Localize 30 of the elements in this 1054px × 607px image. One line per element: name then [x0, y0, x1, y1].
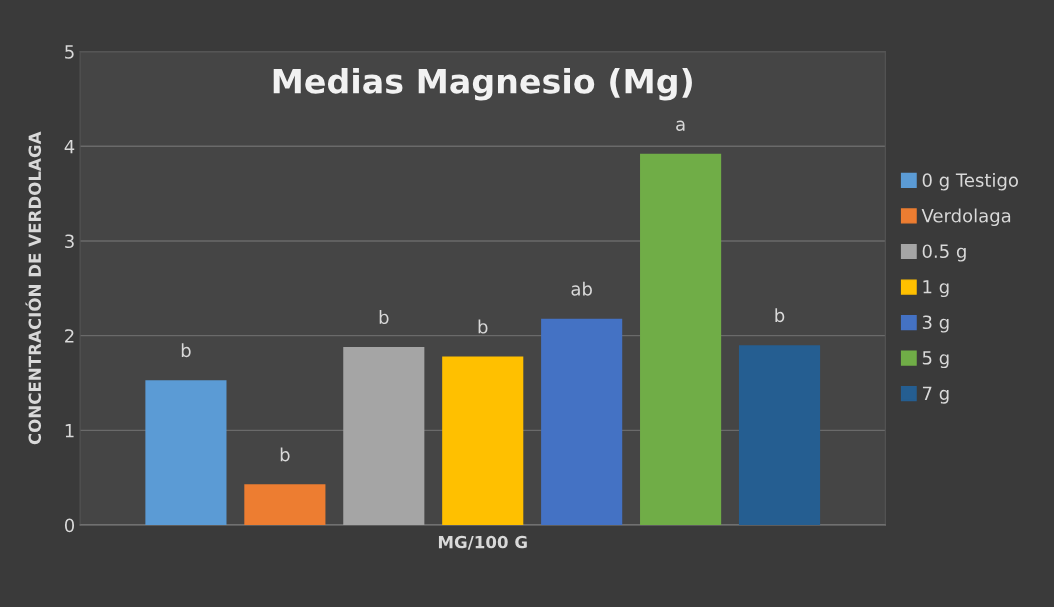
bar	[541, 318, 623, 526]
legend-label: 5 g	[922, 351, 949, 369]
data-label: ab	[571, 281, 592, 296]
y-tick-label: 1	[65, 424, 74, 438]
y-tick-label: 2	[65, 329, 74, 343]
x-axis-title: MG/100 G	[438, 535, 527, 550]
data-label: b	[379, 310, 389, 325]
bar	[442, 356, 524, 526]
data-label: b	[775, 308, 785, 323]
legend-label: 1 g	[923, 280, 949, 298]
data-label: a	[676, 120, 685, 131]
y-tick-label: 5	[65, 45, 74, 59]
data-label: b	[478, 319, 488, 334]
data-label: b	[280, 447, 290, 462]
y-tick-label: 0	[64, 518, 75, 533]
y-axis-title: CONCENTRACIÓN DE VERDOLAGA	[25, 131, 42, 445]
bar	[738, 345, 821, 526]
legend-label: 0 g Testigo	[922, 173, 1018, 191]
y-tick-label: 3	[65, 234, 74, 249]
chart-title: Medias Magnesio (Mg)	[273, 67, 692, 101]
legend-label: 3 g	[922, 315, 949, 333]
bar	[640, 153, 722, 526]
bar	[343, 347, 425, 526]
legend-label: 7 g	[922, 386, 949, 404]
data-label: b	[181, 343, 191, 358]
bar	[244, 484, 326, 526]
bar	[145, 380, 227, 526]
legend-label: 0.5 g	[922, 244, 966, 262]
y-tick-label: 4	[64, 139, 75, 154]
legend-label: Verdolaga	[921, 208, 1011, 226]
